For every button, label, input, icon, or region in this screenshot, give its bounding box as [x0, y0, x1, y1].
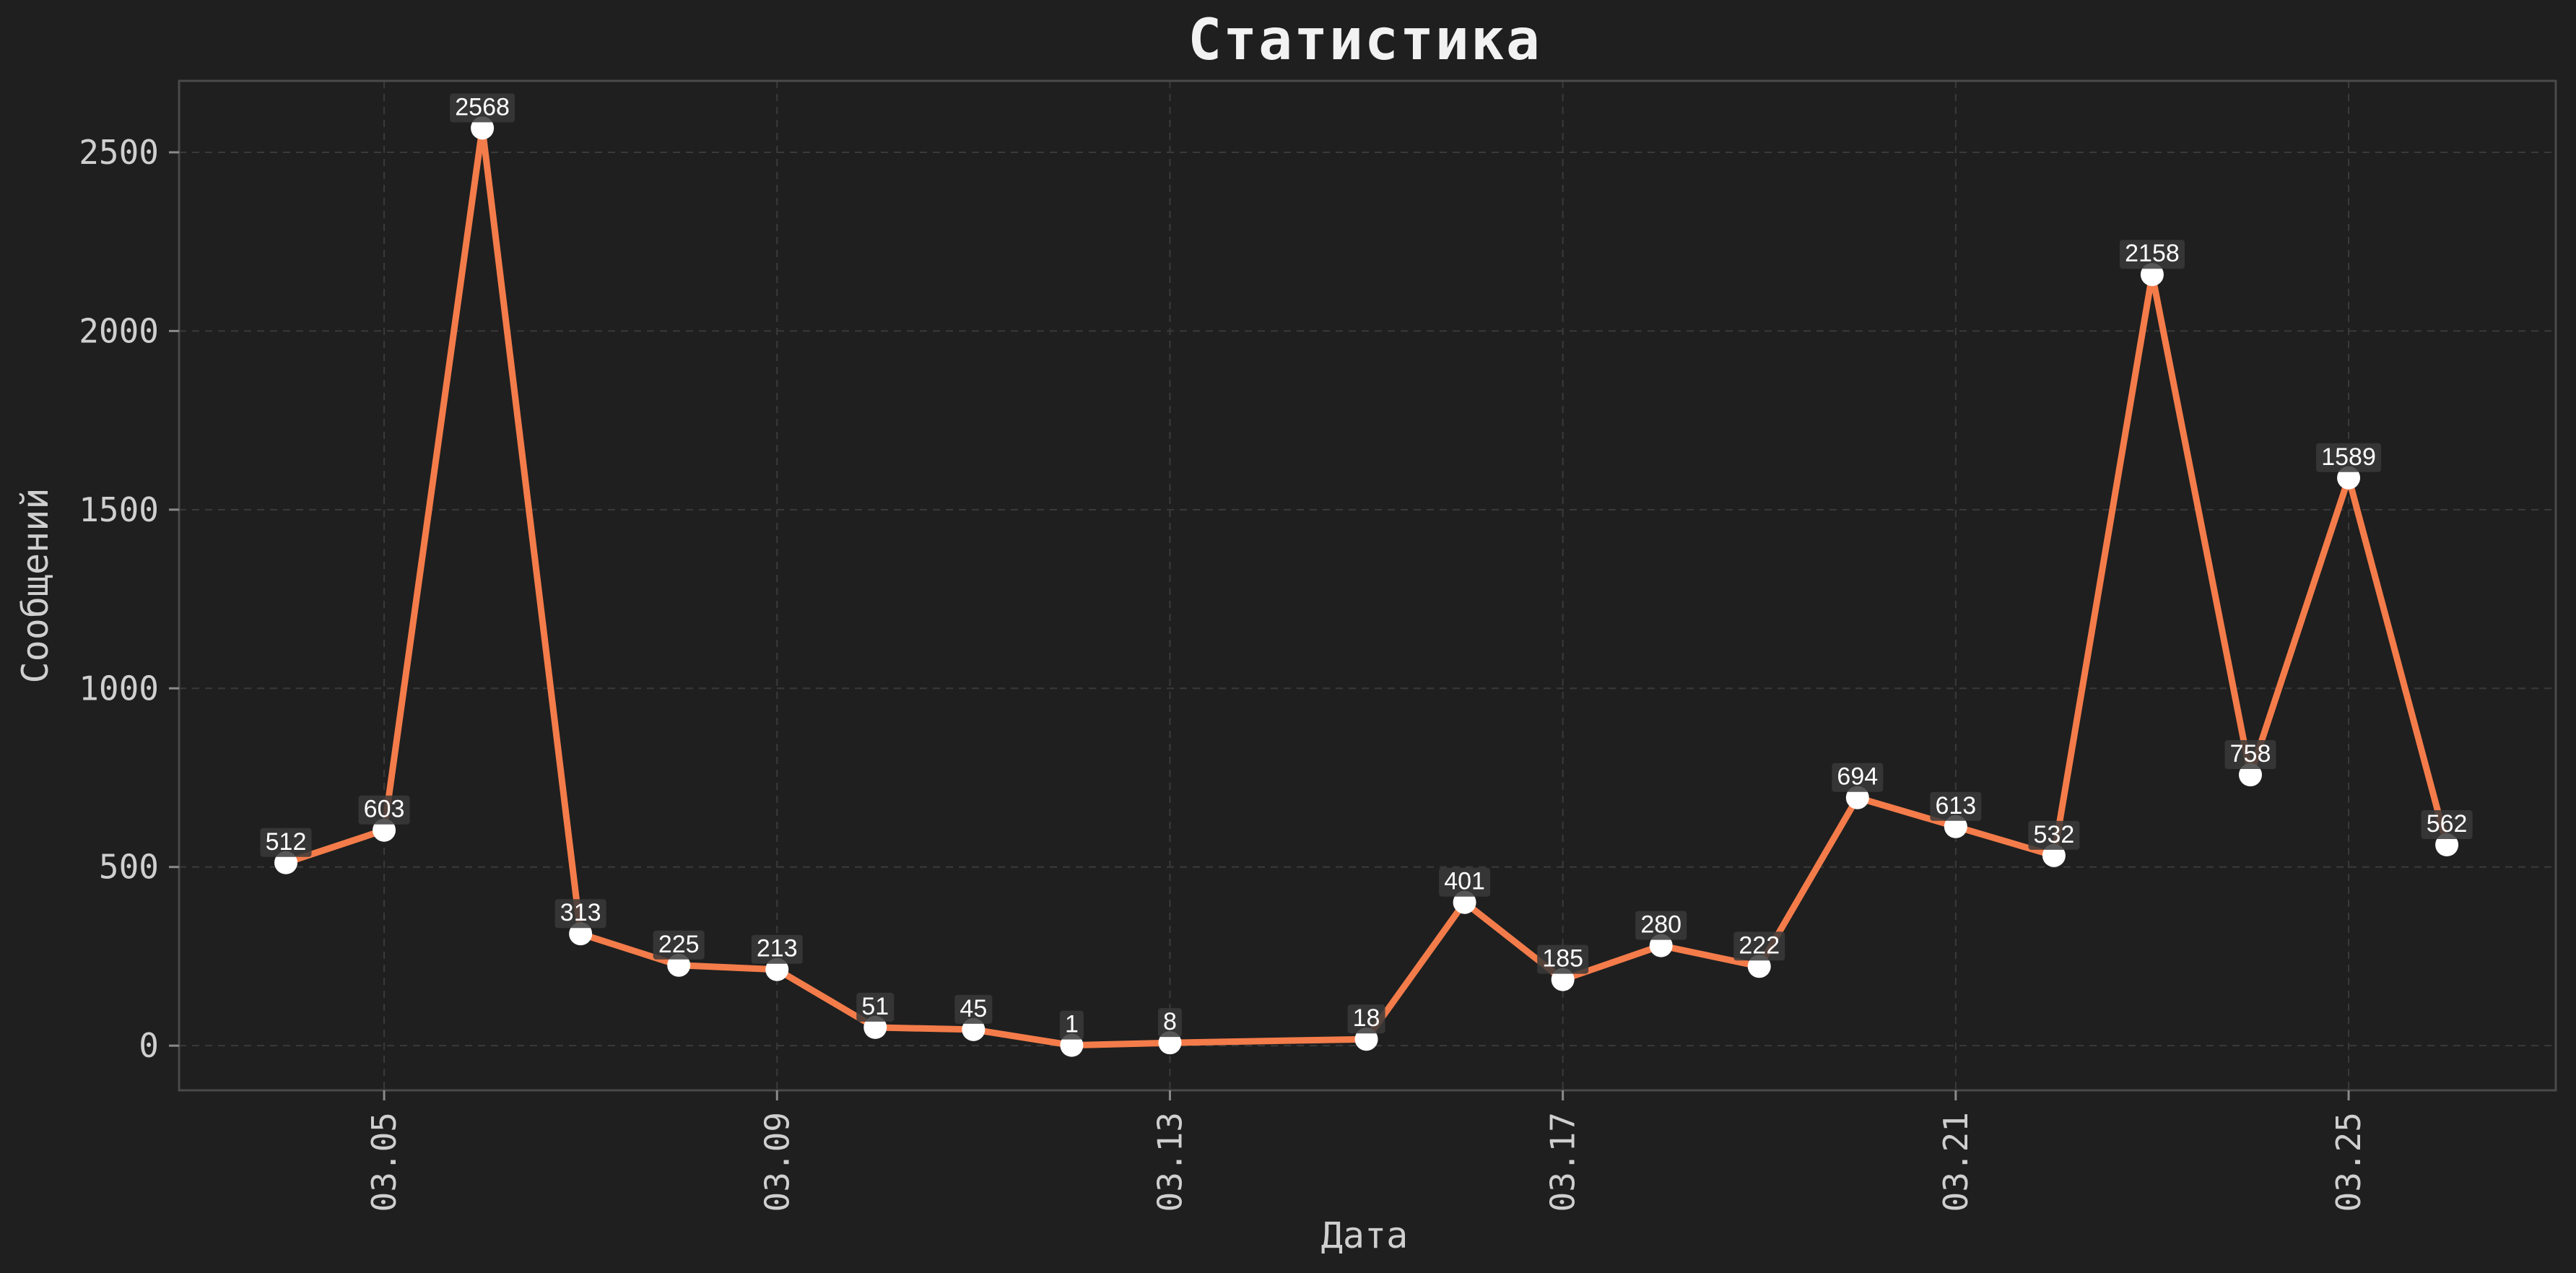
data-label-box: [260, 827, 312, 857]
data-label-box: [751, 934, 803, 964]
data-label: 8: [1163, 1008, 1177, 1035]
data-label-box: [2028, 820, 2080, 850]
data-label-box: [653, 930, 705, 960]
y-axis-label: Сообщений: [14, 488, 56, 684]
data-label: 694: [1837, 763, 1878, 791]
x-tick-label: 03.13: [1150, 1112, 1189, 1212]
data-label: 758: [2230, 740, 2271, 768]
data-label: 512: [266, 828, 307, 856]
data-label-box: [2316, 443, 2382, 472]
data-label: 603: [364, 796, 405, 823]
data-label: 562: [2427, 810, 2468, 838]
data-label: 532: [2034, 821, 2075, 848]
y-tick-label: 1000: [79, 669, 159, 708]
data-label-box: [1733, 931, 1785, 961]
data-label-box: [450, 93, 515, 123]
data-label: 213: [757, 935, 798, 963]
data-label-box: [1832, 763, 1884, 792]
y-axis: 0 500 1000 1500 2000 2500: [79, 133, 179, 1065]
data-label: 1589: [2321, 443, 2376, 471]
data-label-box: [1347, 1004, 1385, 1034]
data-label-box: [1439, 867, 1491, 897]
x-tick-label: 03.21: [1936, 1112, 1975, 1212]
x-tick-label: 03.05: [365, 1112, 404, 1212]
data-label-box: [1635, 911, 1687, 940]
data-label: 51: [861, 993, 889, 1020]
data-label-box: [2224, 740, 2276, 770]
data-label: 2158: [2125, 240, 2180, 267]
data-label-box: [1930, 791, 1982, 821]
series-line: [284, 124, 2450, 1049]
data-label-box: [1157, 1008, 1182, 1038]
data-label-box: [358, 795, 410, 825]
data-label-box: [2421, 810, 2473, 840]
data-label-box: [856, 992, 895, 1022]
data-label-box: [1059, 1010, 1084, 1040]
data-label: 185: [1542, 945, 1583, 973]
x-axis: 03.05 03.09 03.13 03.17 03.21 03.25: [365, 1090, 2368, 1212]
chart-title: Статистика: [1188, 8, 1541, 73]
data-label: 18: [1353, 1004, 1380, 1032]
data-label: 2568: [455, 93, 510, 121]
data-label: 222: [1739, 931, 1780, 959]
data-label: 280: [1640, 911, 1681, 939]
plot-frame: [178, 79, 2557, 1092]
y-tick-label: 500: [99, 848, 159, 887]
data-label: 45: [960, 995, 987, 1022]
data-label: 401: [1444, 868, 1485, 895]
y-tick-label: 2000: [79, 311, 159, 350]
data-label-box: [554, 899, 606, 929]
data-label: 313: [560, 899, 601, 926]
data-label: 225: [658, 931, 700, 958]
y-tick-label: 2500: [79, 133, 159, 172]
x-axis-label: Дата: [1321, 1215, 1408, 1256]
x-tick-label: 03.17: [1544, 1112, 1583, 1212]
y-tick-label: 1500: [79, 490, 159, 529]
data-label-box: [1537, 944, 1589, 974]
data-label: 1: [1065, 1011, 1079, 1038]
x-tick-label: 03.25: [2329, 1112, 2368, 1212]
data-label-box: [2119, 240, 2185, 269]
y-tick-label: 0: [139, 1026, 159, 1065]
data-label: 613: [1935, 792, 1976, 820]
data-label-box: [954, 994, 993, 1024]
x-tick-label: 03.09: [757, 1112, 796, 1212]
